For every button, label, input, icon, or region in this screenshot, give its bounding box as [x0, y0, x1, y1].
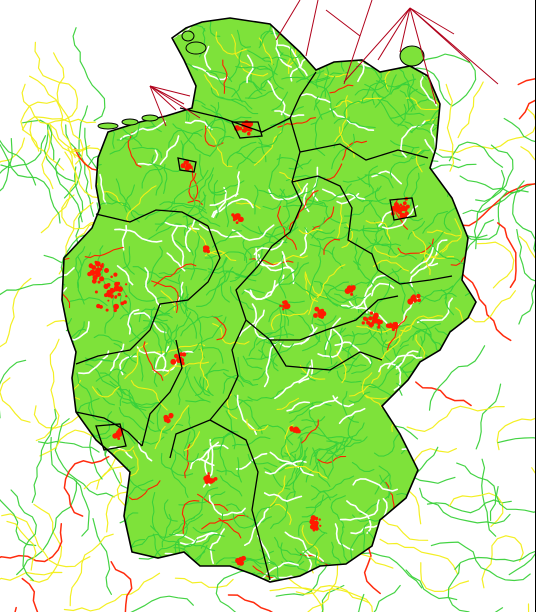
border-bremen: [177, 157, 197, 173]
border-thueringen: [235, 265, 399, 341]
border-mv-brandenburg: [299, 143, 429, 161]
north-sea-islands: [97, 30, 425, 130]
border-niedersachsen-nrw: [95, 209, 209, 227]
border-schleswig-holstein: [179, 71, 317, 133]
border-rlp-bw: [141, 339, 183, 447]
border-hessen-bayern: [169, 319, 247, 459]
border-rlp-saar: [75, 411, 143, 447]
urban-centers: [87, 120, 422, 566]
border-nrw-hessen: [75, 225, 221, 365]
border-sachsen: [377, 269, 453, 285]
border-bayern-thueringen: [269, 339, 383, 371]
state-borders: [75, 71, 453, 581]
ferry-routes: [149, 0, 499, 127]
border-bw-bayern: [209, 419, 271, 581]
border-berlin: [389, 197, 417, 221]
border-hamburg: [230, 121, 263, 139]
border-sachsen-anhalt: [291, 175, 379, 271]
border-saarland: [95, 423, 127, 451]
